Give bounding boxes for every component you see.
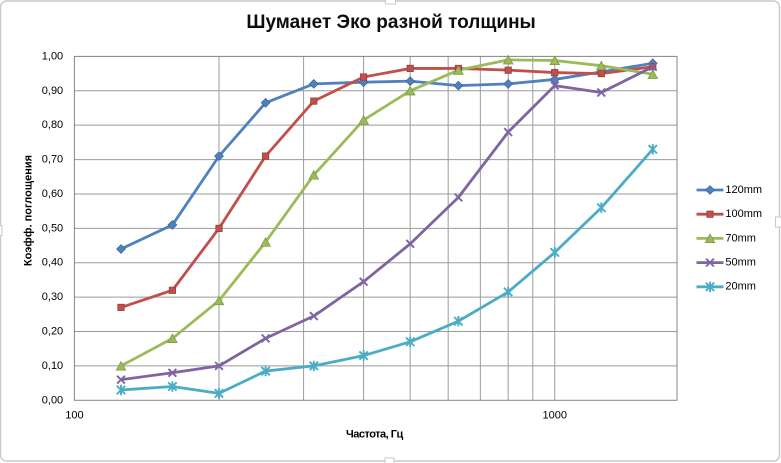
svg-text:1000: 1000 — [543, 410, 567, 422]
svg-text:Шуманет Эко разной толщины: Шуманет Эко разной толщины — [246, 12, 535, 33]
svg-text:0,80: 0,80 — [42, 119, 63, 131]
svg-text:100mm: 100mm — [725, 208, 762, 220]
svg-text:Коэфф. поглощения: Коэфф. поглощения — [23, 155, 35, 266]
svg-text:0,70: 0,70 — [42, 154, 63, 166]
svg-text:0,00: 0,00 — [42, 394, 63, 406]
svg-text:0,30: 0,30 — [42, 291, 63, 303]
svg-text:0,50: 0,50 — [42, 222, 63, 234]
svg-text:50mm: 50mm — [725, 257, 756, 269]
svg-text:0,10: 0,10 — [42, 360, 63, 372]
svg-text:100: 100 — [65, 410, 83, 422]
svg-text:120mm: 120mm — [725, 184, 762, 196]
svg-text:70mm: 70mm — [725, 232, 756, 244]
svg-text:Частота, Гц: Частота, Гц — [346, 428, 404, 440]
svg-text:20mm: 20mm — [725, 281, 756, 293]
svg-text:0,40: 0,40 — [42, 257, 63, 269]
svg-text:0,90: 0,90 — [42, 85, 63, 97]
svg-text:1,00: 1,00 — [42, 50, 63, 62]
svg-text:0,60: 0,60 — [42, 188, 63, 200]
svg-text:0,20: 0,20 — [42, 326, 63, 338]
